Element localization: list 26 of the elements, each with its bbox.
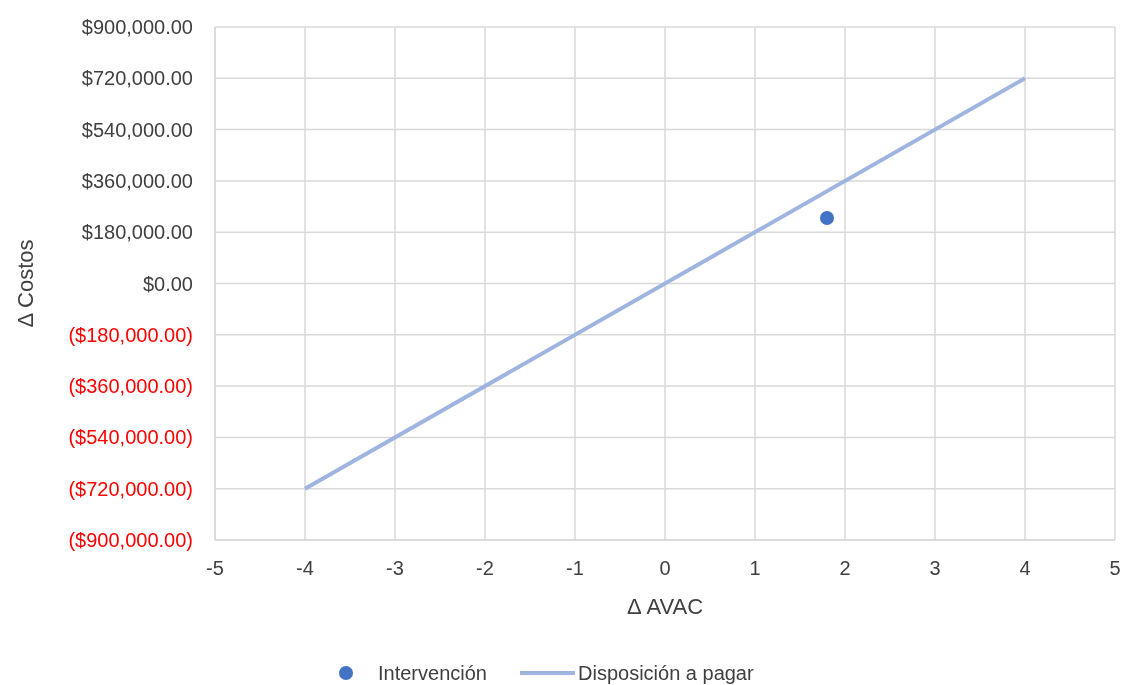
y-tick-label: $360,000.00 [81,169,193,192]
y-tick-label: $540,000.00 [81,118,193,141]
y-tick-label: $0.00 [142,272,193,295]
y-tick-label: ($720,000.00) [68,477,193,500]
x-tick-label: 3 [929,557,941,579]
x-tick-label: 5 [1109,557,1121,579]
legend-label: Disposición a pagar [578,662,754,684]
y-tick-label: ($180,000.00) [68,323,193,346]
y-tick-label: $720,000.00 [81,67,193,90]
y-tick-label: ($360,000.00) [68,375,193,398]
x-tick-label: -4 [296,557,314,579]
x-tick-label: 1 [749,557,761,579]
x-tick-label: -3 [386,557,404,579]
x-tick-label: -1 [566,557,584,579]
y-tick-label: ($540,000.00) [68,426,193,449]
y-tick-label: ($900,000.00) [68,529,193,551]
x-tick-label: 4 [1019,557,1031,579]
legend-label: Intervención [378,662,487,684]
x-axis-title: Δ AVAC [626,594,704,619]
y-axis-title: Δ Costos [13,239,38,328]
y-tick-label: $180,000.00 [81,221,193,244]
x-tick-label: -5 [206,557,224,579]
y-tick-label: $900,000.00 [81,16,193,38]
x-tick-label: -2 [476,557,494,579]
x-tick-label: 0 [659,557,671,579]
x-tick-label: 2 [839,557,851,579]
